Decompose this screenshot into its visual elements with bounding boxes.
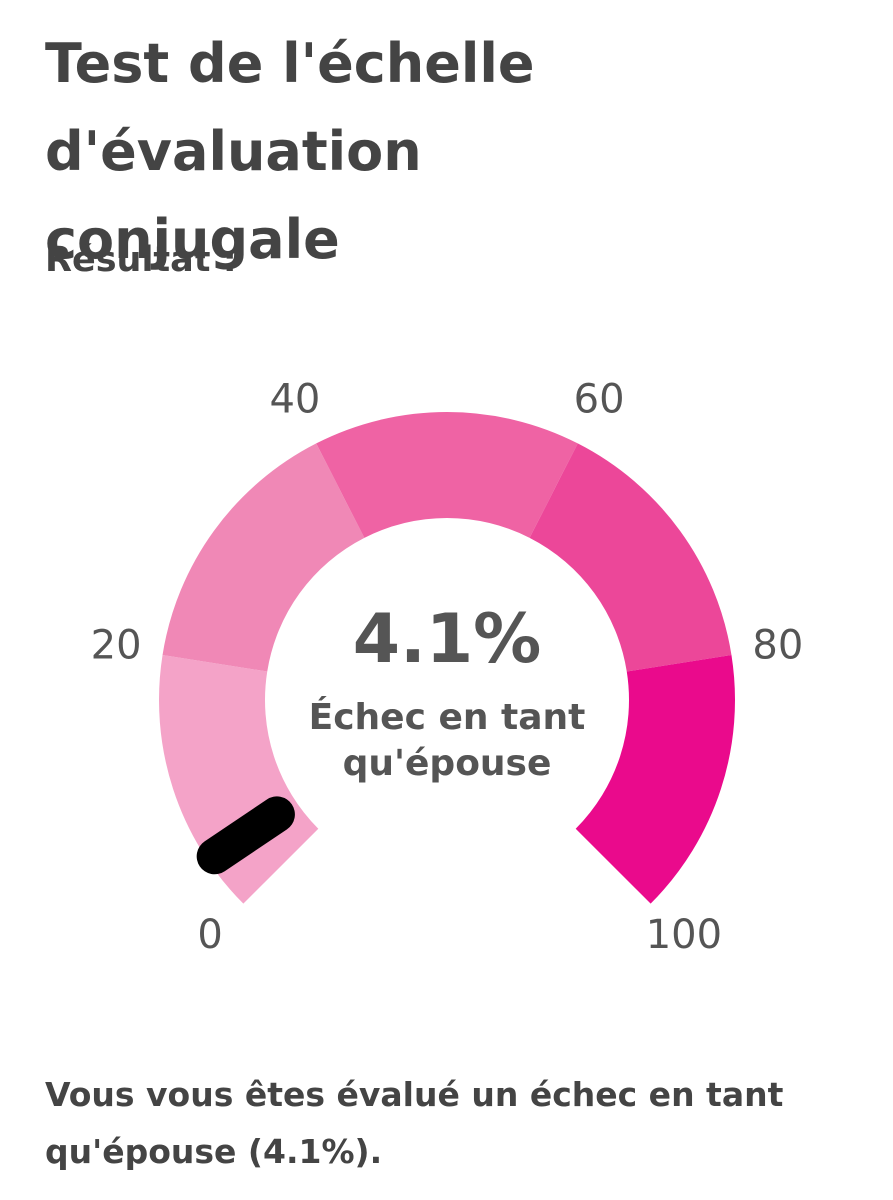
- subtitle: Résultat :: [45, 240, 237, 280]
- center-label: Échec en tant qu'épouse: [308, 697, 586, 784]
- gauge-band: [162, 443, 365, 672]
- needle: [196, 796, 295, 875]
- title: Test de l'échelle d'évaluation conjugale: [45, 32, 535, 271]
- tick-label: 60: [574, 377, 625, 423]
- tick-label: 20: [91, 623, 142, 669]
- tick-label: 0: [197, 912, 222, 958]
- caption: Vous vous êtes évalué un échec en tant q…: [45, 1075, 784, 1171]
- tick-label: 80: [752, 623, 803, 669]
- gauge-band: [159, 654, 319, 904]
- gauge-band: [316, 411, 578, 538]
- center-value: 4.1%: [352, 600, 542, 679]
- gauge-band: [529, 443, 732, 672]
- gauge-band: [575, 654, 735, 904]
- tick-label: 100: [646, 912, 722, 958]
- tick-label: 40: [269, 377, 320, 423]
